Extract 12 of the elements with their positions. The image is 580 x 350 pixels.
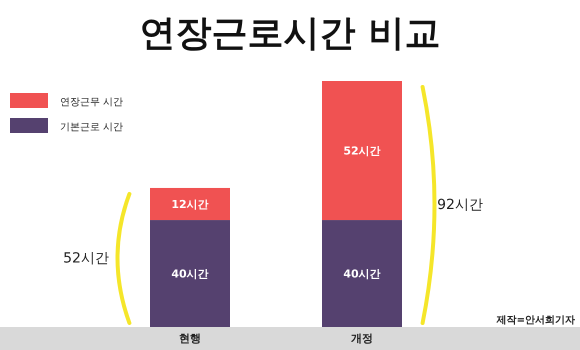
data-label: 40시간 (171, 268, 209, 281)
data-label: 40시간 (343, 268, 381, 281)
x-tick-label: 현행 (179, 332, 201, 345)
data-label: 52시간 (343, 144, 381, 158)
total-label: 52시간 (63, 250, 109, 266)
chart-title: 연장근로시간 비교 (140, 13, 440, 54)
total-label: 92시간 (437, 197, 483, 213)
x-tick-label: 개정 (351, 332, 373, 345)
legend-label: 연장근무 시간 (60, 97, 124, 108)
data-label: 12시간 (171, 198, 209, 211)
annotation: 제작=안서희기자 (496, 315, 575, 326)
legend-label: 기본근로 시간 (60, 122, 124, 133)
